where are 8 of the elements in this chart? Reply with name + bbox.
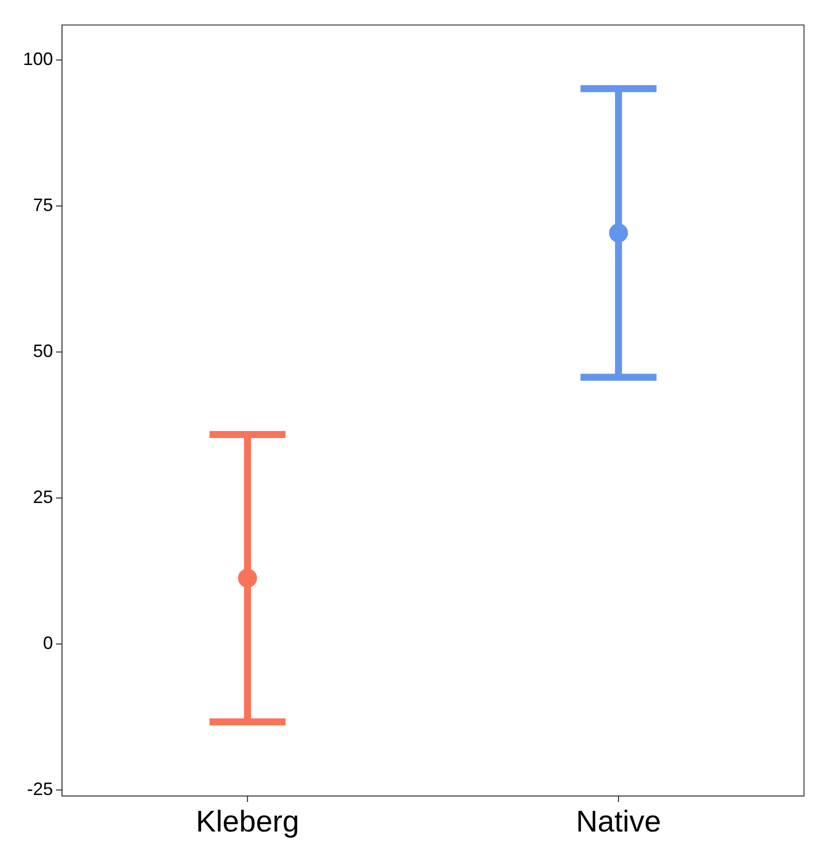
y-tick-label: 50 — [33, 341, 54, 362]
y-tick-label: 75 — [33, 195, 54, 216]
x-tick-label: Native — [576, 805, 662, 838]
y-tick-label: 0 — [43, 633, 54, 654]
y-tick-label: -25 — [27, 779, 54, 800]
y-tick-label: 25 — [33, 487, 54, 508]
x-tick-label: Kleberg — [196, 805, 300, 838]
y-tick-label: 100 — [22, 49, 54, 70]
